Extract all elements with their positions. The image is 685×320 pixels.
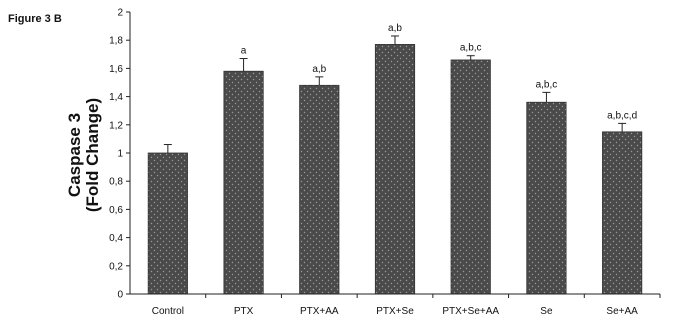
significance-label: a,b,c [536, 79, 558, 90]
y-axis: 0 0,2 0,4 0,6 0,8 1 1,2 1,4 1,6 1,8 2 [109, 8, 131, 301]
y-tick-label: 0,4 [109, 233, 123, 244]
significance-label: a,b,c [460, 43, 482, 54]
bar [374, 44, 416, 295]
x-tick-label: PTX+AA [300, 306, 339, 317]
x-tick-label: PTX+Se [376, 306, 414, 317]
bar [147, 152, 188, 295]
y-tick-label: 0,8 [109, 177, 123, 188]
y-tick-label: 0,2 [109, 261, 123, 272]
figure-label: Figure 3 B [8, 13, 62, 25]
x-tick-label: Se [540, 306, 553, 317]
bar [223, 70, 264, 295]
significance-label: a,b [312, 64, 326, 75]
y-tick-label: 1,8 [109, 36, 123, 47]
x-tick-label: PTX+Se+AA [442, 306, 499, 317]
y-tick-label: 1 [117, 149, 123, 160]
bar [299, 84, 340, 295]
x-tick-label: Se+AA [606, 306, 638, 317]
y-tick-label: 1,6 [109, 64, 123, 75]
x-axis: Control PTX PTX+AA PTX+Se PTX+Se+AA Se Se+AA [130, 293, 661, 317]
y-tick-label: 2 [117, 8, 123, 19]
y-axis-label-line1: Caspase 3 [65, 113, 84, 197]
y-tick-label: 0,6 [109, 205, 123, 216]
bar [602, 131, 643, 295]
y-tick-label: 0 [117, 290, 123, 301]
y-axis-label-line2: (Fold Change) [83, 98, 102, 212]
significance-label: a,b [388, 23, 402, 34]
y-tick-label: 1,2 [109, 120, 123, 131]
x-tick-label: Control [152, 306, 184, 317]
y-tick-label: 1,4 [109, 92, 123, 103]
bar [450, 59, 491, 295]
significance-label: a [241, 46, 247, 57]
x-tick-label: PTX [234, 306, 254, 317]
significance-label: a,b,c,d [607, 110, 637, 121]
bars: a a,b a,b a,b,c a,b,c a,b,c,d [147, 23, 643, 295]
bar [526, 101, 567, 295]
